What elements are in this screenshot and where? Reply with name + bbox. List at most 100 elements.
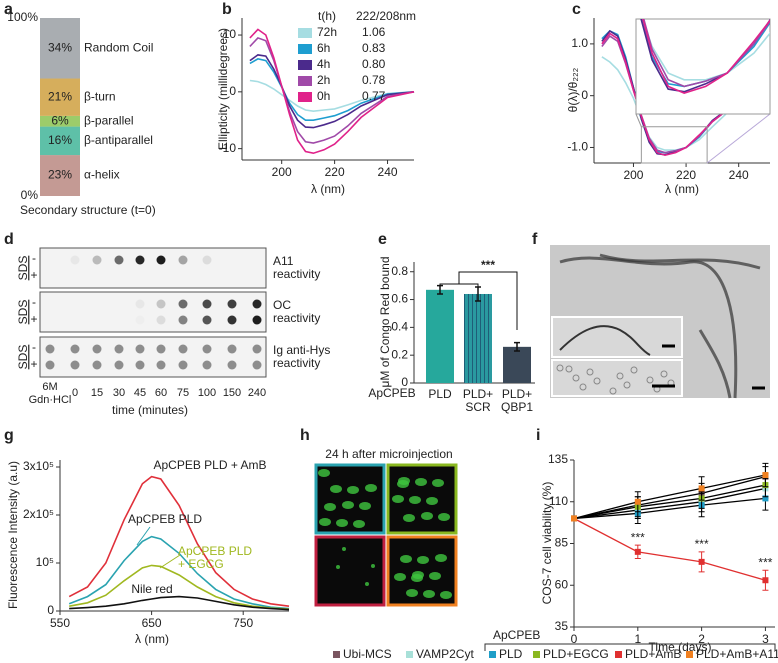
blot-dot [156, 255, 166, 265]
blot-dot [156, 360, 166, 370]
cell [359, 502, 371, 510]
value-label: 34% [48, 40, 72, 54]
lane-label: 75 [176, 387, 190, 399]
legend-title: t(h) [318, 9, 336, 23]
panel-label: c [572, 1, 581, 18]
blot-dot [178, 315, 188, 325]
fluorescence-line [69, 564, 290, 610]
x-tick-label: 220 [676, 168, 696, 182]
blot-dot [178, 255, 188, 265]
blot-dot [92, 255, 102, 265]
fibril [559, 256, 738, 399]
particle [623, 381, 631, 389]
plus-label: + [30, 312, 37, 326]
x-tick-label: 750 [233, 616, 253, 630]
cell [409, 496, 421, 504]
blot-dot [114, 344, 124, 354]
legend-label: 2h [317, 73, 330, 87]
lane-label: 30 [112, 387, 126, 399]
cell [394, 573, 406, 581]
cell [342, 501, 354, 509]
y-tick-label: 0 [401, 375, 408, 389]
y-tick-label: 0 [229, 84, 236, 98]
blot-strip [39, 291, 267, 333]
blot-dot [45, 360, 55, 370]
fibril [599, 253, 761, 270]
blot-dot [70, 344, 80, 354]
x-tick-label: PLD+ QBP1 [500, 388, 533, 414]
bar-segment [40, 126, 80, 156]
cell [371, 564, 375, 568]
error-bar [514, 341, 520, 352]
lane-label-box: 0 [72, 387, 78, 399]
inset-line [642, 19, 770, 88]
significance-bracket [439, 271, 518, 330]
viability-line [573, 484, 766, 520]
panel-label: h [300, 427, 310, 444]
blot-dot [114, 360, 124, 370]
zoom-connector [706, 113, 771, 164]
legend-label: PLD+EGCG [543, 647, 609, 661]
marker [762, 577, 769, 584]
series-label: Nile red [131, 582, 172, 596]
legend-ratio: 0.83 [362, 41, 386, 55]
cell [406, 589, 418, 597]
bar-segment [40, 18, 80, 79]
legend-ratio: 1.06 [362, 25, 386, 39]
y-tick-label: 0 [47, 603, 54, 617]
spectrum-line [249, 54, 415, 129]
sds-label: SDS [16, 256, 30, 281]
bar [464, 293, 492, 383]
blot-dot [202, 299, 212, 309]
lane-label: 150 [222, 387, 242, 399]
viability-line [573, 474, 766, 520]
inset-line [640, 19, 770, 88]
lane-label: 45 [133, 387, 147, 399]
cell [403, 514, 415, 522]
legend-label: 4h [317, 57, 330, 71]
inset-line [641, 19, 770, 81]
x-tick-label-box: PLD+ SCR [463, 388, 493, 414]
panel-label: f [532, 231, 538, 248]
reactivity-label-box: OC reactivity [273, 299, 320, 325]
spectrum-line [249, 79, 415, 113]
reactivity-label-box: Ig anti-Hys reactivity [273, 344, 330, 370]
microscopy-tile [314, 535, 386, 607]
legend-group-label: ApCPEB [493, 628, 540, 642]
y-tick-label: 10⁵ [36, 555, 54, 569]
y-axis-label: θ(λ)/θ₂₂₂ [566, 67, 580, 112]
cell [438, 513, 450, 521]
legend-swatch [298, 76, 312, 86]
legend-ratio: 0.78 [362, 73, 386, 87]
cell [392, 495, 404, 503]
reactivity-label: A11 reactivity [273, 255, 321, 281]
cell [440, 591, 452, 599]
blot-dot [135, 255, 145, 265]
lane-label: 100 [197, 387, 217, 399]
legend-swatch [489, 651, 496, 658]
blot-dot [156, 299, 166, 309]
blot-dot [114, 255, 124, 265]
legend-ratio: 0.80 [362, 57, 386, 71]
blot-dot [135, 299, 145, 309]
cell [365, 582, 369, 586]
particle [593, 377, 601, 385]
x-tick-label: 2 [698, 632, 705, 646]
segment-name: β-antiparallel [84, 133, 153, 147]
blot-dot [135, 344, 145, 354]
x-tick-label: 550 [50, 616, 70, 630]
cell [398, 477, 410, 485]
micrograph-inset [551, 359, 683, 397]
legend-label: Ubi-MCS [343, 647, 392, 661]
cell [429, 572, 441, 580]
reactivity-label-box: A11 reactivity [273, 255, 321, 281]
panel-label: d [4, 231, 14, 248]
cell [347, 486, 359, 494]
particle [660, 370, 668, 378]
blot-dot [156, 315, 166, 325]
sds-label: SDS [16, 345, 30, 370]
cell [435, 554, 447, 562]
legend-label: PLD [499, 647, 523, 661]
particle [609, 387, 617, 395]
x-axis-label: Secondary structure (t=0) [20, 203, 156, 217]
